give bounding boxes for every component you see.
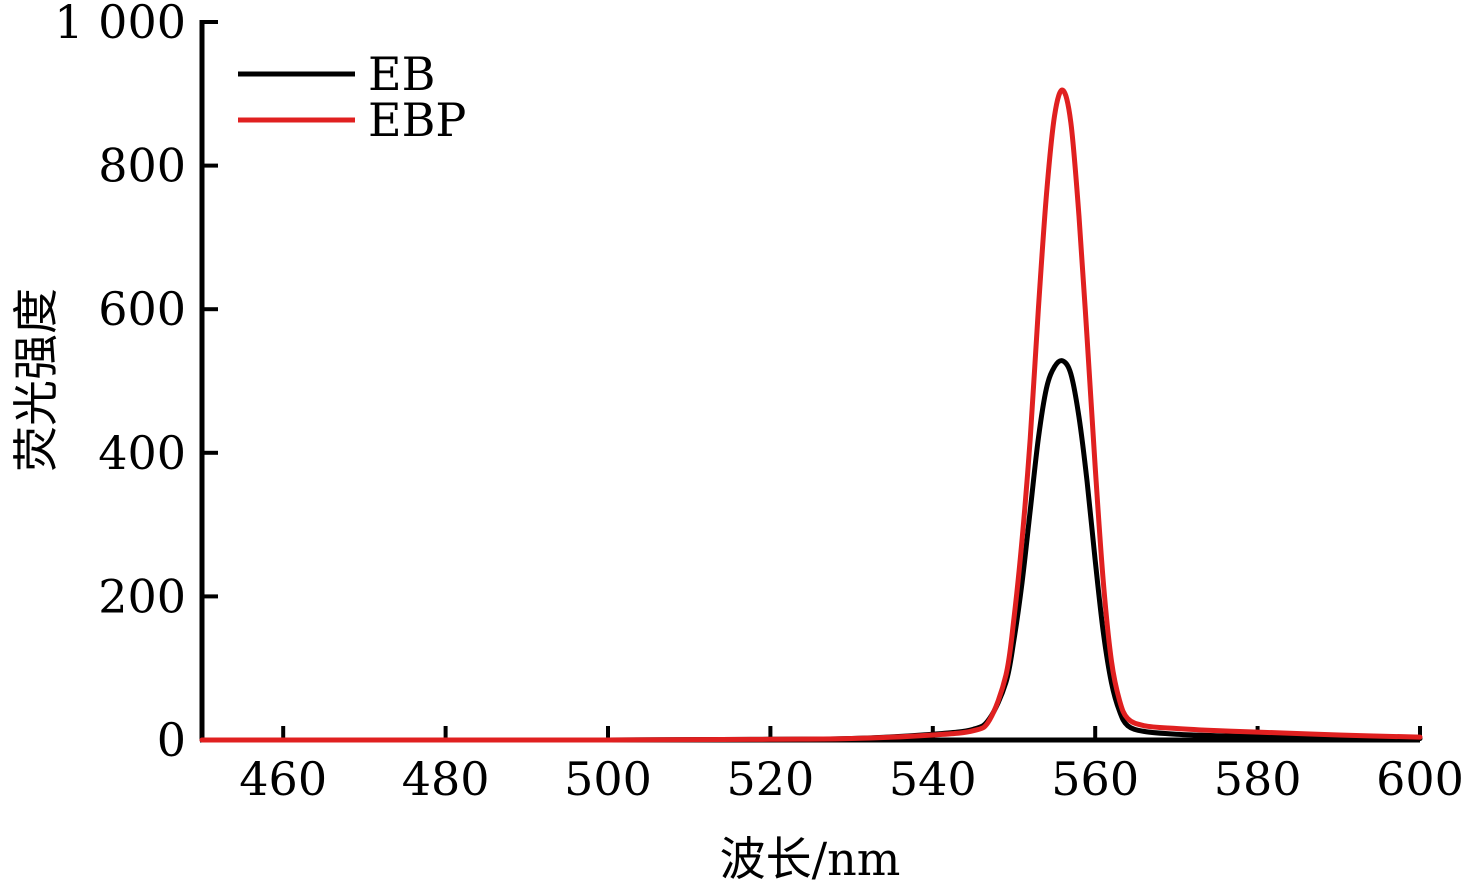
x-tick-label: 520: [726, 752, 814, 806]
y-tick-label: 600: [98, 282, 186, 336]
y-tick-label: 0: [157, 713, 186, 767]
x-tick-label: 460: [239, 752, 327, 806]
ticks: 460 480 500 520 540 560 580 600 0 200 400 600 800 1 0…: [54, 0, 1462, 806]
x-tick-label: 580: [1214, 752, 1302, 806]
x-axis-title: 波长/nm: [720, 832, 901, 883]
legend-item-ebp: EBP: [238, 93, 466, 147]
x-tick-label: 500: [564, 752, 652, 806]
y-tick-label: 200: [98, 569, 186, 623]
legend-label: EB: [368, 47, 435, 101]
x-tick-label: 480: [402, 752, 490, 806]
x-tick-label: 600: [1376, 752, 1462, 806]
y-tick-label: 800: [98, 139, 186, 193]
legend-label: EBP: [368, 93, 466, 147]
x-tick-label: 540: [889, 752, 977, 806]
legend-item-eb: EB: [238, 47, 435, 101]
series-line-ebp: [199, 87, 1423, 743]
series-line-eb: [199, 358, 1423, 743]
y-tick-label: 1 000: [54, 0, 186, 49]
y-axis-title: 荧光强度: [9, 288, 63, 472]
series-layer: [199, 87, 1423, 743]
y-tick-label: 400: [98, 426, 186, 480]
x-tick-label: 560: [1051, 752, 1139, 806]
